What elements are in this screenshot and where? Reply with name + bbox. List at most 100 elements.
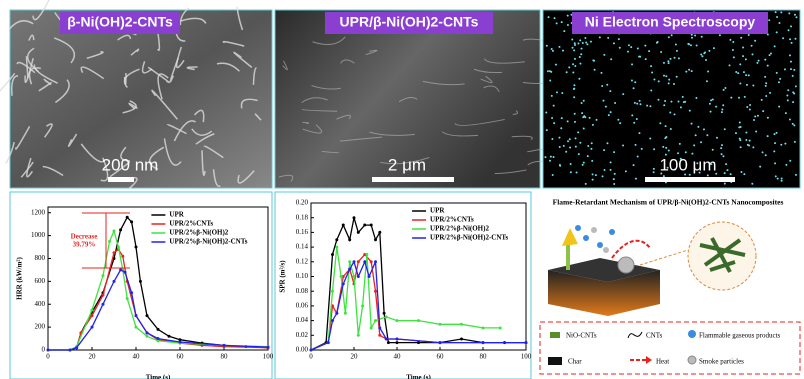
dot	[735, 71, 737, 73]
dot	[635, 144, 637, 146]
point	[340, 275, 343, 278]
dot	[696, 45, 698, 47]
dot	[614, 173, 616, 175]
point	[385, 337, 388, 340]
dot	[757, 115, 759, 117]
dot	[691, 153, 693, 155]
dot	[794, 38, 796, 40]
dot	[742, 46, 744, 48]
dot	[673, 83, 675, 85]
diagram-art	[540, 222, 800, 374]
dot	[745, 58, 747, 60]
legend-label: UPR/2%CNTs	[169, 220, 213, 228]
dot	[688, 43, 690, 45]
dot	[789, 160, 791, 162]
point	[331, 253, 334, 256]
dot	[776, 31, 778, 33]
dot	[575, 137, 577, 139]
dot	[700, 53, 702, 55]
dot	[679, 143, 681, 145]
dot	[724, 183, 726, 185]
scale-label: 100 μm	[659, 155, 716, 174]
point	[353, 216, 356, 219]
dot	[752, 84, 754, 86]
point	[130, 220, 133, 223]
dot	[712, 99, 714, 101]
dot	[558, 46, 560, 48]
dot	[793, 69, 795, 71]
dot	[762, 151, 764, 153]
dot	[631, 114, 633, 116]
dot	[743, 173, 745, 175]
dot	[688, 69, 690, 71]
point	[102, 274, 105, 277]
dot	[685, 71, 687, 73]
dot	[705, 59, 707, 61]
dot	[765, 154, 767, 156]
point	[157, 337, 160, 340]
dot	[675, 44, 677, 46]
dot	[691, 70, 693, 72]
dot	[625, 170, 627, 172]
dot	[619, 122, 621, 124]
dot	[663, 104, 665, 106]
point	[135, 326, 138, 329]
dot	[551, 48, 553, 50]
dot	[613, 183, 615, 185]
dot	[554, 17, 556, 19]
dot	[573, 49, 575, 51]
dot	[787, 89, 789, 91]
dot	[748, 34, 750, 36]
dot	[787, 99, 789, 101]
dot	[781, 180, 783, 182]
dot	[721, 108, 723, 110]
point	[365, 253, 368, 256]
dot	[774, 162, 776, 164]
dot	[644, 45, 646, 47]
dot	[732, 41, 734, 43]
dot	[765, 82, 767, 84]
point	[335, 238, 338, 241]
dot	[792, 101, 794, 103]
dot	[788, 12, 790, 14]
point	[363, 260, 366, 263]
y-tick-label: 600	[35, 277, 46, 285]
dot	[701, 55, 703, 57]
dot	[706, 134, 708, 136]
dot	[742, 55, 744, 57]
dot	[582, 116, 584, 118]
point	[47, 349, 50, 352]
legend-label: UPR/2%β-Ni(OH)2-CNTs	[430, 234, 508, 242]
point	[499, 326, 502, 329]
dot	[670, 101, 672, 103]
dot	[574, 113, 576, 115]
point	[374, 238, 377, 241]
point	[357, 231, 360, 234]
point	[370, 326, 373, 329]
dot	[749, 109, 751, 111]
dot	[574, 42, 576, 44]
dot	[670, 128, 672, 130]
dot	[759, 166, 761, 168]
y-axis-label: HRR (kW/m²)	[16, 256, 24, 299]
dot	[653, 171, 655, 173]
dot	[751, 183, 753, 185]
point	[102, 294, 105, 297]
dot	[764, 76, 766, 78]
y-tick-label: 0.14	[296, 243, 309, 251]
dot	[739, 83, 741, 85]
dot	[614, 102, 616, 104]
dot	[668, 149, 670, 151]
dot	[553, 105, 555, 107]
dot	[577, 42, 579, 44]
dot	[740, 146, 742, 148]
legend-label: NiO-CNTs	[566, 332, 597, 340]
dot	[778, 81, 780, 83]
dot	[602, 175, 604, 177]
dot	[677, 152, 679, 154]
point	[335, 246, 338, 249]
point	[374, 260, 377, 263]
y-tick-label: 0.04	[296, 316, 309, 324]
dot	[793, 124, 795, 126]
dot	[631, 79, 633, 81]
